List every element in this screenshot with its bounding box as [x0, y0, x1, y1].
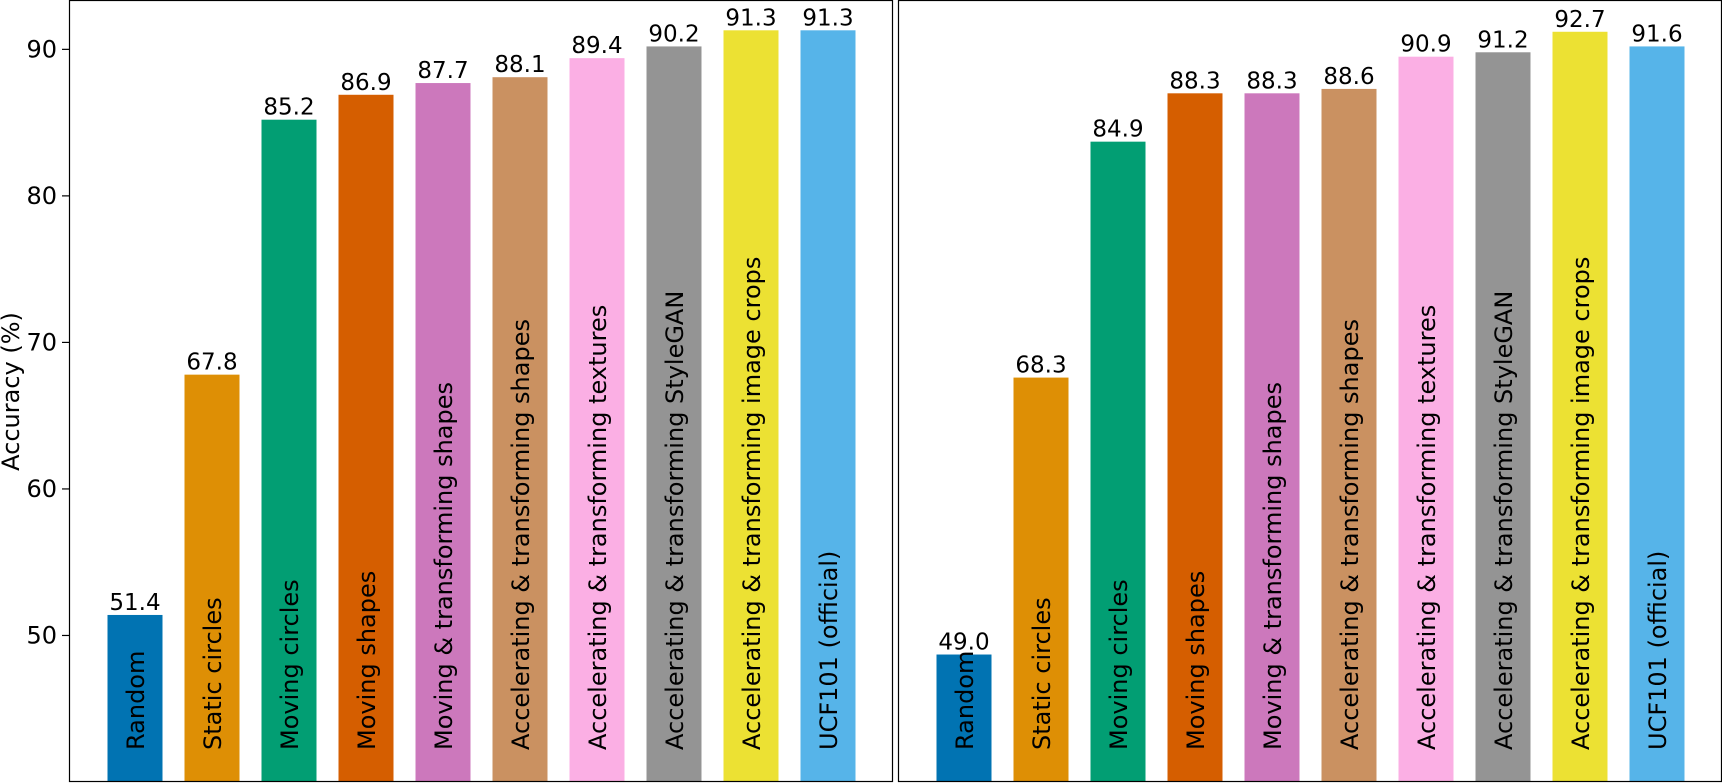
bar-6	[492, 77, 548, 782]
value-label: 90.2	[648, 21, 699, 47]
category-label: Static circles	[199, 597, 227, 750]
value-label: 86.9	[340, 70, 391, 96]
value-label: 91.3	[725, 5, 776, 31]
category-label: Accelerating & transforming shapes	[507, 319, 535, 750]
category-label: Moving circles	[1105, 579, 1133, 750]
value-label: 88.1	[494, 52, 545, 78]
value-label: 91.3	[802, 5, 853, 31]
bar-1	[107, 614, 163, 782]
bar-10	[1629, 46, 1685, 783]
value-label: 67.8	[186, 350, 237, 376]
bar-3	[261, 119, 317, 783]
category-label: Accelerating & transforming textures	[584, 305, 612, 750]
bar-6	[1321, 88, 1377, 782]
category-label: UCF101 (official)	[1644, 551, 1672, 750]
value-label: 91.2	[1477, 27, 1528, 53]
value-label: 90.9	[1400, 32, 1451, 58]
category-label: Accelerating & transforming image crops	[738, 257, 766, 750]
y-tick-label: 90	[26, 35, 57, 63]
category-label: Accelerating & transforming StyleGAN	[1490, 291, 1518, 750]
value-label: 88.3	[1246, 68, 1297, 94]
value-label: 88.6	[1323, 64, 1374, 90]
bar-5	[1244, 93, 1300, 782]
bar-1	[936, 654, 992, 782]
category-label: UCF101 (official)	[815, 551, 843, 750]
bar-9	[723, 30, 779, 783]
bar-4	[1167, 93, 1223, 782]
category-label: Accelerating & transforming StyleGAN	[661, 291, 689, 750]
value-label: 92.7	[1554, 7, 1605, 33]
category-label: Accelerating & transforming image crops	[1567, 257, 1595, 750]
y-tick-label: 70	[26, 328, 57, 356]
category-label: Moving circles	[276, 579, 304, 750]
value-label: 91.6	[1631, 21, 1682, 47]
value-label: 88.3	[1169, 68, 1220, 94]
bar-5	[415, 83, 471, 783]
value-label: 84.9	[1092, 117, 1143, 143]
y-tick-label: 50	[26, 621, 57, 649]
category-label: Moving shapes	[1182, 571, 1210, 750]
bar-2	[1013, 377, 1069, 782]
plot-frame	[68, 0, 894, 783]
category-label: Random	[122, 651, 150, 750]
bar-9	[1552, 31, 1608, 782]
value-label: 87.7	[417, 58, 468, 84]
bar-8	[1475, 52, 1531, 783]
value-label: 89.4	[571, 33, 622, 59]
value-label: 49.0	[938, 630, 989, 656]
value-label: 51.4	[109, 590, 160, 616]
value-label: 68.3	[1015, 353, 1066, 379]
bar-7	[1398, 56, 1454, 783]
value-label: 85.2	[263, 95, 314, 121]
category-label: Random	[951, 651, 979, 750]
category-label: Static circles	[1028, 597, 1056, 750]
category-label: Moving shapes	[353, 571, 381, 750]
bar-2	[184, 374, 240, 782]
y-axis-label: Accuracy (%)	[0, 312, 25, 471]
category-label: Moving & transforming shapes	[430, 382, 458, 750]
bar-3	[1090, 141, 1146, 783]
bar-4	[338, 94, 394, 782]
bar-7	[569, 58, 625, 782]
category-label: Accelerating & transforming textures	[1413, 305, 1441, 750]
category-label: Accelerating & transforming shapes	[1336, 319, 1364, 750]
bar-10	[800, 30, 856, 783]
category-label: Moving & transforming shapes	[1259, 382, 1287, 750]
chart-panel-1: 51.4 Random 67.8 Static circles 85.2 Moving c…	[0, 0, 894, 783]
bar-8	[646, 46, 702, 783]
y-tick-label: 80	[26, 182, 57, 210]
y-tick-label: 60	[26, 475, 57, 503]
